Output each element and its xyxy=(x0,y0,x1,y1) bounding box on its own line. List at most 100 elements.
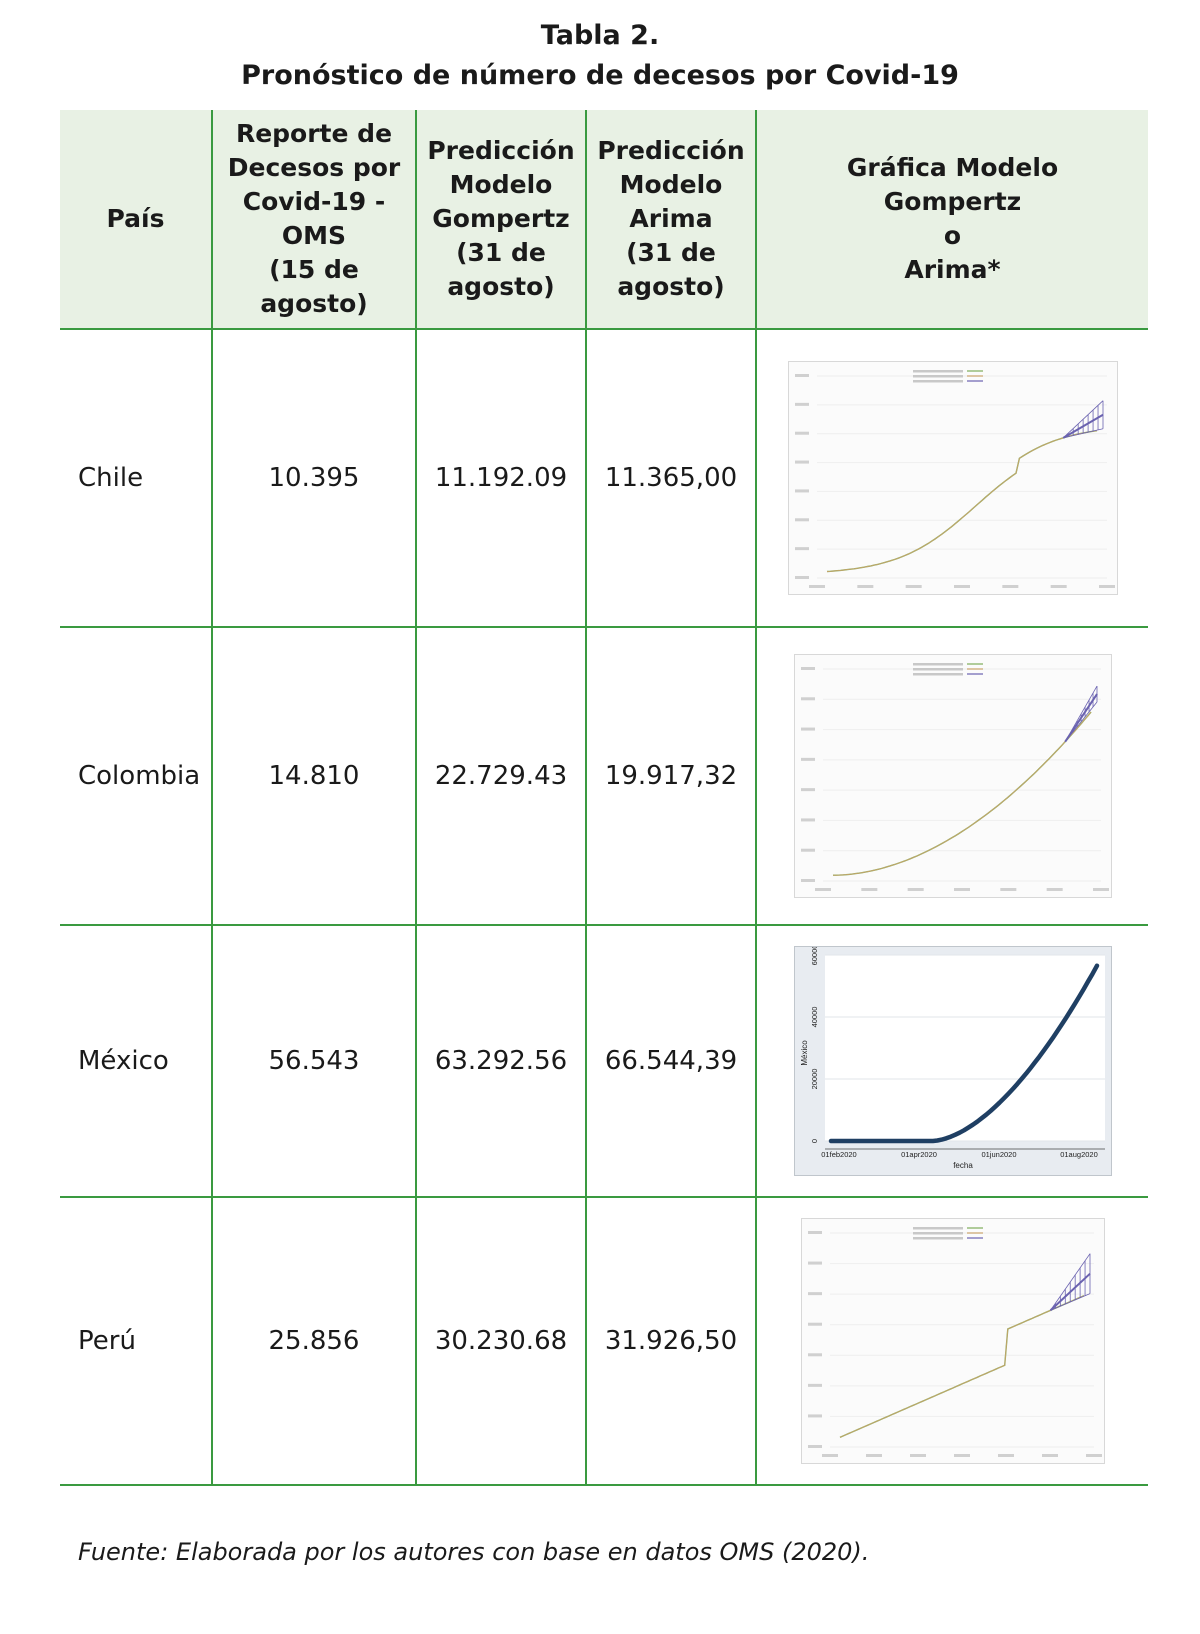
y-tick-label: 20000 xyxy=(810,1069,819,1090)
x-tick-label: 01feb2020 xyxy=(821,1150,856,1159)
table-row: Chile 10.395 11.192.09 11.365,00 xyxy=(60,328,1148,628)
faded-tick-label xyxy=(907,888,924,891)
arima-cell: 31.926,50 xyxy=(585,1196,757,1486)
faded-tick-label xyxy=(999,888,1016,891)
chile-chart-image xyxy=(787,361,1118,595)
header-pais: País xyxy=(60,110,213,330)
header-gompertz: Predicción Modelo Gompertz (31 de agosto… xyxy=(415,110,587,330)
faded-legend-text xyxy=(912,1227,963,1230)
faded-tick-label xyxy=(860,888,877,891)
prediction-line xyxy=(826,430,1097,572)
chart-cell: 0 20000 40000 60000 01feb2020 01apr2020 01jun2… xyxy=(755,924,1148,1198)
series-line xyxy=(828,963,1099,1144)
reporte-cell: 10.395 xyxy=(211,328,417,628)
arima-cell: 66.544,39 xyxy=(585,924,757,1198)
x-tick-label: 01apr2020 xyxy=(901,1150,937,1159)
header-reporte: Reporte de Decesos por Covid-19 - OMS (1… xyxy=(211,110,417,330)
series-line xyxy=(826,430,1097,573)
faded-tick-label xyxy=(807,1445,822,1448)
faded-tick-label xyxy=(807,1292,822,1296)
prediction-line xyxy=(839,1295,1084,1438)
reporte-cell: 56.543 xyxy=(211,924,417,1198)
colombia-chart-image xyxy=(793,654,1112,898)
gompertz-cell: 11.192.09 xyxy=(415,328,587,628)
chart-cell xyxy=(755,328,1148,628)
forecast-line xyxy=(1063,693,1098,743)
arima-cell: 11.365,00 xyxy=(585,328,757,628)
interval-upper xyxy=(1049,1253,1090,1311)
forecast-line xyxy=(1049,1272,1091,1312)
faded-tick-label xyxy=(856,585,873,588)
y-axis-label: México xyxy=(800,1040,809,1066)
faded-tick-label xyxy=(794,489,809,493)
faded-tick-label xyxy=(794,547,809,551)
faded-tick-label xyxy=(800,879,815,882)
arima-cell: 19.917,32 xyxy=(585,626,757,926)
chart-cell xyxy=(755,626,1148,926)
faded-tick-label xyxy=(807,1414,822,1418)
table-title: Tabla 2. xyxy=(540,20,660,51)
gompertz-cell: 30.230.68 xyxy=(415,1196,587,1486)
faded-tick-label xyxy=(794,576,809,579)
interval-lower xyxy=(1062,428,1103,439)
source-note: Fuente: Elaborada por los autores con ba… xyxy=(78,1538,870,1566)
faded-tick-label xyxy=(1098,585,1115,588)
faded-legend-text xyxy=(912,380,963,383)
faded-tick-label xyxy=(800,667,815,670)
faded-tick-label xyxy=(953,585,970,588)
faded-tick-label xyxy=(865,1454,882,1457)
faded-tick-label xyxy=(794,431,809,435)
header-arima: Predicción Modelo Arima (31 de agosto) xyxy=(585,110,757,330)
faded-tick-label xyxy=(821,1454,838,1457)
peru-chart-image xyxy=(800,1218,1105,1464)
faded-tick-label xyxy=(807,1383,822,1387)
faded-tick-label xyxy=(953,888,970,891)
y-tick-label: 60000 xyxy=(810,946,819,965)
faded-tick-label xyxy=(1001,585,1018,588)
reporte-cell: 25.856 xyxy=(211,1196,417,1486)
faded-tick-label xyxy=(807,1231,822,1234)
faded-tick-label xyxy=(794,460,809,464)
faded-legend-text xyxy=(912,663,963,666)
faded-tick-label xyxy=(1050,585,1067,588)
faded-legend-text xyxy=(912,668,963,671)
faded-tick-label xyxy=(997,1454,1014,1457)
faded-legend-text xyxy=(912,673,963,676)
table-row: Colombia 14.810 22.729.43 19.917,32 xyxy=(60,626,1148,926)
interval-upper xyxy=(1062,400,1103,439)
header-grafica: Gráfica Modelo Gompertz o Arima* xyxy=(755,110,1148,330)
faded-tick-label xyxy=(807,1353,822,1357)
country-cell: Colombia xyxy=(60,626,213,926)
forecast-table: País Reporte de Decesos por Covid-19 - O… xyxy=(60,110,1148,1486)
faded-legend-text xyxy=(912,1237,963,1240)
faded-tick-label xyxy=(794,518,809,522)
x-tick-label: 01aug2020 xyxy=(1060,1150,1098,1159)
faded-tick-label xyxy=(814,888,831,891)
faded-tick-label xyxy=(794,374,809,377)
faded-tick-label xyxy=(808,585,825,588)
faded-tick-label xyxy=(800,818,815,822)
country-cell: México xyxy=(60,924,213,1198)
faded-legend-text xyxy=(912,375,963,378)
faded-tick-label xyxy=(1092,888,1109,891)
plot-area xyxy=(824,955,1105,1141)
y-tick-label: 0 xyxy=(810,1139,819,1143)
faded-tick-label xyxy=(1085,1454,1102,1457)
faded-tick-label xyxy=(800,727,815,731)
faded-tick-label xyxy=(905,585,922,588)
table-row: México 56.543 63.292.56 66.544,39 0 20000… xyxy=(60,924,1148,1198)
gompertz-cell: 63.292.56 xyxy=(415,924,587,1198)
y-tick-label: 40000 xyxy=(810,1007,819,1028)
faded-tick-label xyxy=(807,1261,822,1265)
faded-tick-label xyxy=(807,1322,822,1326)
x-axis-label: fecha xyxy=(953,1161,973,1170)
interval-lower xyxy=(1049,1293,1090,1311)
faded-legend-text xyxy=(912,370,963,373)
x-tick-label: 01jun2020 xyxy=(981,1150,1016,1159)
table-subtitle: Pronóstico de número de decesos por Covi… xyxy=(241,60,959,91)
faded-tick-label xyxy=(800,697,815,701)
table-row: Perú 25.856 30.230.68 31.926,50 xyxy=(60,1196,1148,1486)
faded-tick-label xyxy=(1046,888,1063,891)
gompertz-cell: 22.729.43 xyxy=(415,626,587,926)
country-cell: Chile xyxy=(60,328,213,628)
